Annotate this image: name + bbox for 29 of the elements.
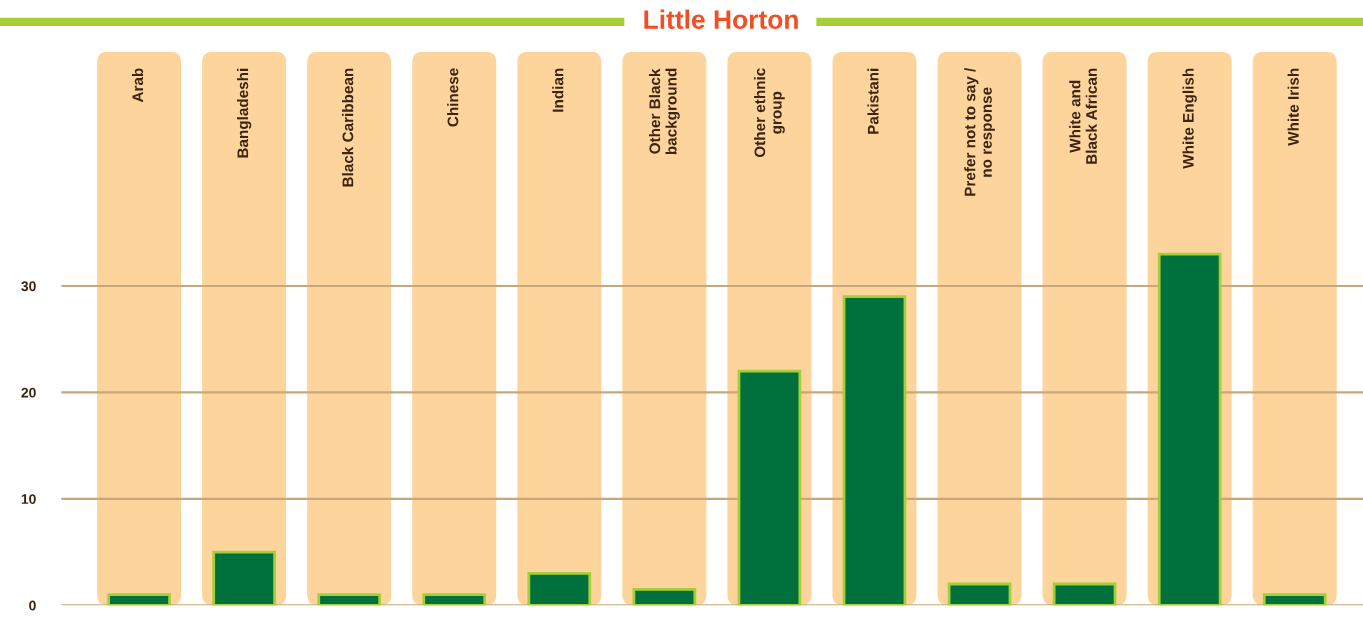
chart-title: Little Horton [644, 9, 798, 29]
x-tick-label: White English [1182, 68, 1197, 169]
bar [1157, 252, 1222, 606]
bar [212, 550, 276, 606]
y-tick-label: 10 [21, 494, 36, 505]
x-tick-label: Indian [552, 68, 564, 112]
bar [842, 295, 907, 606]
x-tick-label: White Irish [1287, 68, 1299, 146]
bar [1052, 582, 1117, 606]
x-tick-label: Bangladeshi [236, 68, 252, 158]
x-tick-label: Prefer not to say / no response [964, 67, 995, 196]
bar [527, 571, 592, 606]
bar [632, 587, 697, 606]
bar [317, 593, 382, 606]
x-tick-label: Other ethnic group [754, 68, 785, 158]
bar [1262, 593, 1327, 606]
bar [947, 582, 1012, 606]
x-tick-label: Black Caribbean [342, 68, 354, 187]
x-tick-label: Chinese [447, 68, 459, 127]
y-tick-label: 20 [21, 387, 36, 398]
bar [737, 369, 802, 606]
bar [107, 593, 171, 606]
x-tick-label: White and Black African [1069, 68, 1097, 164]
x-tick-label: Pakistani [867, 68, 879, 134]
y-tick-label: 0 [29, 600, 36, 611]
x-tick-label: Other Black background [648, 68, 680, 155]
x-tick-label: Arab [131, 68, 144, 103]
bar [422, 593, 487, 606]
y-tick-label: 30 [21, 281, 36, 292]
